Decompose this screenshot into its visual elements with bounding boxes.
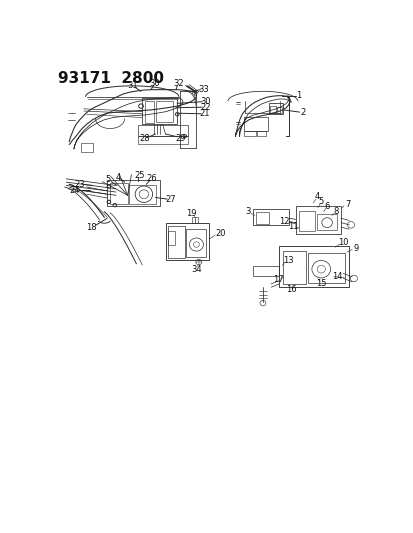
- Bar: [165, 223, 209, 260]
- Bar: [129, 185, 155, 204]
- Text: 22: 22: [200, 103, 211, 112]
- Text: 6: 6: [324, 201, 329, 211]
- Text: 16: 16: [285, 286, 296, 294]
- Bar: [81, 143, 93, 151]
- Text: 34: 34: [191, 265, 201, 274]
- Bar: [268, 103, 282, 114]
- Text: 28: 28: [140, 134, 150, 143]
- Text: 93171  2800: 93171 2800: [57, 70, 163, 85]
- Bar: [269, 106, 275, 113]
- Text: 5: 5: [105, 175, 111, 184]
- Bar: [252, 209, 288, 225]
- Bar: [256, 131, 265, 136]
- Text: 25: 25: [134, 171, 144, 180]
- Bar: [191, 217, 197, 223]
- Text: 29: 29: [175, 134, 185, 143]
- Bar: [252, 266, 279, 276]
- Bar: [244, 117, 267, 131]
- Text: 14: 14: [332, 272, 342, 281]
- Text: 27: 27: [165, 195, 176, 204]
- Bar: [145, 101, 154, 123]
- Text: 17: 17: [272, 274, 283, 284]
- Text: 31: 31: [127, 82, 137, 91]
- Bar: [316, 214, 336, 230]
- Bar: [155, 101, 173, 122]
- Bar: [142, 98, 177, 124]
- Bar: [279, 246, 349, 287]
- Bar: [138, 135, 187, 144]
- Text: 24: 24: [70, 186, 80, 195]
- Text: 9: 9: [353, 244, 358, 253]
- Text: 15: 15: [315, 279, 326, 288]
- Text: 8: 8: [333, 207, 338, 216]
- Bar: [282, 251, 305, 284]
- Text: 3: 3: [244, 207, 250, 216]
- Bar: [276, 107, 281, 113]
- Bar: [244, 131, 255, 136]
- Bar: [110, 183, 127, 204]
- Text: 10: 10: [337, 238, 348, 247]
- Text: 4: 4: [314, 192, 319, 201]
- Text: 30: 30: [150, 78, 160, 87]
- Bar: [298, 211, 314, 231]
- Text: 20: 20: [215, 229, 225, 238]
- Bar: [295, 206, 340, 233]
- Text: 30: 30: [200, 97, 211, 106]
- Bar: [168, 227, 184, 257]
- Text: 33: 33: [198, 85, 209, 94]
- Text: 18: 18: [86, 223, 97, 232]
- Text: 13: 13: [282, 256, 293, 265]
- Text: 19: 19: [186, 209, 197, 218]
- Text: 12: 12: [278, 217, 288, 226]
- Bar: [168, 231, 175, 245]
- Text: 23: 23: [74, 180, 85, 189]
- Bar: [138, 125, 187, 136]
- Text: 5: 5: [318, 197, 323, 206]
- Text: 26: 26: [147, 174, 157, 183]
- Text: 1: 1: [295, 91, 300, 100]
- Text: 2: 2: [300, 108, 305, 117]
- Text: 7: 7: [344, 200, 349, 209]
- Text: 4: 4: [115, 173, 121, 182]
- Text: 21: 21: [199, 109, 209, 118]
- Bar: [185, 229, 206, 256]
- Bar: [107, 180, 159, 206]
- Text: 32: 32: [173, 79, 184, 88]
- Bar: [255, 212, 268, 224]
- Text: 11: 11: [287, 222, 298, 231]
- Bar: [308, 253, 344, 283]
